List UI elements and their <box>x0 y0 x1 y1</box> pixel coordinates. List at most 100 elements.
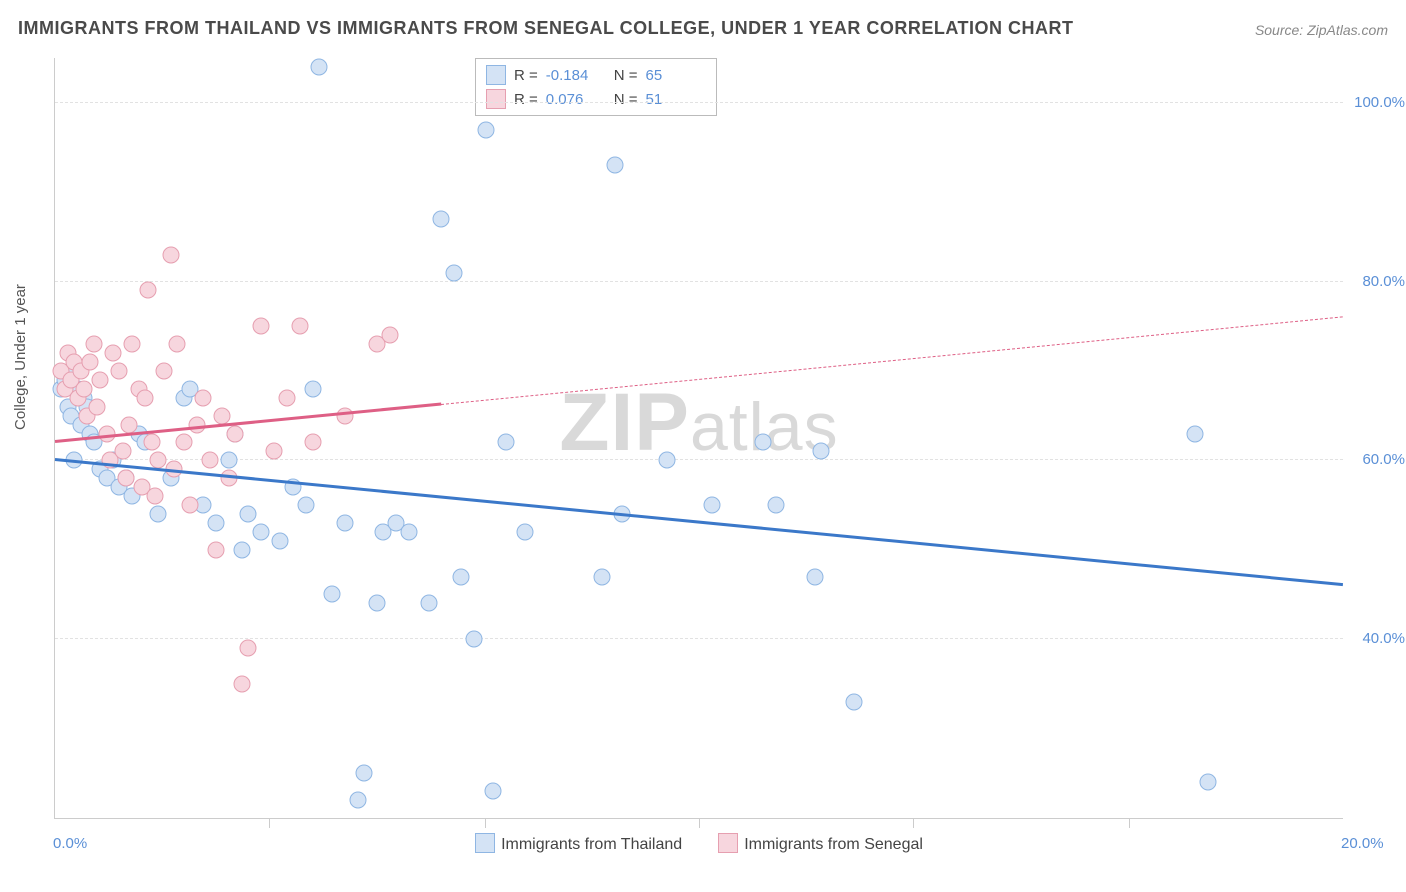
y-tick-label: 60.0% <box>1350 451 1405 468</box>
data-point <box>253 523 270 540</box>
data-point <box>233 541 250 558</box>
legend-r-key: R = <box>514 91 538 108</box>
data-point <box>658 452 675 469</box>
legend-stat-row: R = 0.076 N = 51 <box>486 87 706 111</box>
data-point <box>137 389 154 406</box>
gridline <box>55 102 1343 103</box>
data-point <box>703 497 720 514</box>
data-point <box>121 416 138 433</box>
data-point <box>88 398 105 415</box>
data-point <box>220 470 237 487</box>
watermark: ZIPatlas <box>559 376 838 470</box>
legend-n-key: N = <box>614 67 638 84</box>
legend-swatch <box>486 89 506 109</box>
data-point <box>117 470 134 487</box>
data-point <box>75 380 92 397</box>
data-point <box>298 497 315 514</box>
data-point <box>82 354 99 371</box>
data-point <box>156 362 173 379</box>
data-point <box>768 497 785 514</box>
data-point <box>349 792 366 809</box>
trend-line <box>55 402 442 442</box>
gridline <box>55 459 1343 460</box>
data-point <box>111 362 128 379</box>
data-point <box>607 157 624 174</box>
data-point <box>356 765 373 782</box>
y-tick-label: 40.0% <box>1350 630 1405 647</box>
legend-n-value: 65 <box>646 67 706 84</box>
data-point <box>484 783 501 800</box>
data-point <box>104 345 121 362</box>
x-tick <box>1129 818 1130 828</box>
data-point <box>517 523 534 540</box>
data-point <box>146 488 163 505</box>
legend-item: Immigrants from Thailand <box>475 836 682 853</box>
data-point <box>150 452 167 469</box>
scatter-plot-area: ZIPatlas R = -0.184 N = 65 R = 0.076 N = 51… <box>54 58 1343 819</box>
data-point <box>272 532 289 549</box>
x-tick <box>485 818 486 828</box>
data-point <box>1186 425 1203 442</box>
legend-label: Immigrants from Senegal <box>744 836 923 853</box>
data-point <box>381 327 398 344</box>
data-point <box>755 434 772 451</box>
data-point <box>162 246 179 263</box>
data-point <box>169 336 186 353</box>
legend-swatch <box>486 65 506 85</box>
data-point <box>813 443 830 460</box>
legend-label: Immigrants from Thailand <box>501 836 682 853</box>
data-point <box>304 434 321 451</box>
data-point <box>594 568 611 585</box>
legend-stat-row: R = -0.184 N = 65 <box>486 63 706 87</box>
legend-r-value: -0.184 <box>546 67 606 84</box>
source-attribution: Source: ZipAtlas.com <box>1255 22 1388 38</box>
data-point <box>85 336 102 353</box>
legend-item: Immigrants from Senegal <box>718 836 923 853</box>
data-point <box>446 264 463 281</box>
legend-r-value: 0.076 <box>546 91 606 108</box>
data-point <box>323 586 340 603</box>
data-point <box>195 389 212 406</box>
data-point <box>1199 774 1216 791</box>
data-point <box>336 514 353 531</box>
data-point <box>465 631 482 648</box>
chart-title: IMMIGRANTS FROM THAILAND VS IMMIGRANTS F… <box>18 18 1074 39</box>
legend-r-key: R = <box>514 67 538 84</box>
x-tick-label: 20.0% <box>1341 835 1384 852</box>
data-point <box>806 568 823 585</box>
data-point <box>845 693 862 710</box>
gridline <box>55 281 1343 282</box>
data-point <box>478 121 495 138</box>
data-point <box>150 506 167 523</box>
legend-series: Immigrants from Thailand Immigrants from … <box>55 833 1343 854</box>
data-point <box>304 380 321 397</box>
data-point <box>208 514 225 531</box>
data-point <box>92 371 109 388</box>
data-point <box>140 282 157 299</box>
x-tick <box>913 818 914 828</box>
data-point <box>265 443 282 460</box>
legend-swatch <box>475 833 495 853</box>
data-point <box>227 425 244 442</box>
legend-n-value: 51 <box>646 91 706 108</box>
data-point <box>233 675 250 692</box>
legend-swatch <box>718 833 738 853</box>
data-point <box>143 434 160 451</box>
trend-line <box>441 316 1343 405</box>
data-point <box>401 523 418 540</box>
data-point <box>278 389 295 406</box>
data-point <box>208 541 225 558</box>
y-tick-label: 100.0% <box>1350 94 1405 111</box>
x-tick <box>269 818 270 828</box>
legend-stats: R = -0.184 N = 65 R = 0.076 N = 51 <box>475 58 717 116</box>
data-point <box>452 568 469 585</box>
data-point <box>114 443 131 460</box>
data-point <box>253 318 270 335</box>
data-point <box>214 407 231 424</box>
data-point <box>369 595 386 612</box>
legend-n-key: N = <box>614 91 638 108</box>
data-point <box>201 452 218 469</box>
x-tick <box>699 818 700 828</box>
data-point <box>124 336 141 353</box>
data-point <box>497 434 514 451</box>
